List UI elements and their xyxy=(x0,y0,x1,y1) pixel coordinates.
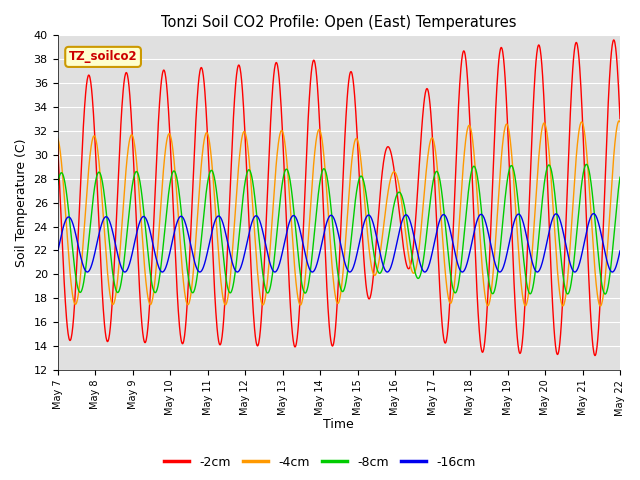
-16cm xyxy=(427,257,435,263)
-16cm xyxy=(179,214,186,220)
-2cm xyxy=(54,140,61,146)
-4cm xyxy=(616,119,624,125)
-16cm xyxy=(550,214,557,219)
Line: -16cm: -16cm xyxy=(58,214,620,272)
-2cm xyxy=(616,116,624,121)
Line: -2cm: -2cm xyxy=(58,40,620,356)
Text: TZ_soilco2: TZ_soilco2 xyxy=(68,50,138,63)
X-axis label: Time: Time xyxy=(323,419,354,432)
-8cm xyxy=(602,291,609,297)
-2cm xyxy=(179,341,186,347)
-16cm xyxy=(165,254,173,260)
-2cm xyxy=(610,37,618,43)
-8cm xyxy=(54,182,61,188)
Line: -8cm: -8cm xyxy=(58,164,620,294)
-16cm xyxy=(54,249,61,255)
-2cm xyxy=(549,312,557,318)
-8cm xyxy=(582,161,590,167)
-4cm xyxy=(242,131,250,137)
-16cm xyxy=(589,211,597,216)
-4cm xyxy=(596,303,604,309)
Line: -4cm: -4cm xyxy=(58,121,620,306)
-2cm xyxy=(242,143,250,149)
-2cm xyxy=(426,102,434,108)
Title: Tonzi Soil CO2 Profile: Open (East) Temperatures: Tonzi Soil CO2 Profile: Open (East) Temp… xyxy=(161,15,516,30)
-16cm xyxy=(242,245,250,251)
-4cm xyxy=(616,118,623,124)
-4cm xyxy=(179,270,186,276)
-16cm xyxy=(234,269,241,275)
Y-axis label: Soil Temperature (C): Soil Temperature (C) xyxy=(15,138,28,267)
-8cm xyxy=(165,188,173,194)
-8cm xyxy=(500,211,508,217)
-16cm xyxy=(500,263,508,268)
-8cm xyxy=(426,201,434,206)
-2cm xyxy=(165,115,173,120)
-4cm xyxy=(165,131,173,137)
-4cm xyxy=(500,133,508,139)
-4cm xyxy=(426,139,434,145)
-8cm xyxy=(179,222,186,228)
-2cm xyxy=(591,353,599,359)
-4cm xyxy=(54,135,61,141)
-8cm xyxy=(616,174,624,180)
-2cm xyxy=(500,55,508,61)
Legend: -2cm, -4cm, -8cm, -16cm: -2cm, -4cm, -8cm, -16cm xyxy=(159,451,481,474)
-16cm xyxy=(616,248,624,254)
-8cm xyxy=(549,178,557,183)
-8cm xyxy=(242,177,250,182)
-4cm xyxy=(549,206,557,212)
